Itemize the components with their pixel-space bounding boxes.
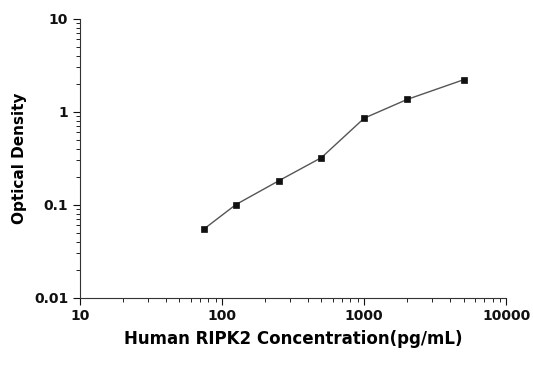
Y-axis label: Optical Density: Optical Density [12,92,27,224]
X-axis label: Human RIPK2 Concentration(pg/mL): Human RIPK2 Concentration(pg/mL) [124,330,463,348]
